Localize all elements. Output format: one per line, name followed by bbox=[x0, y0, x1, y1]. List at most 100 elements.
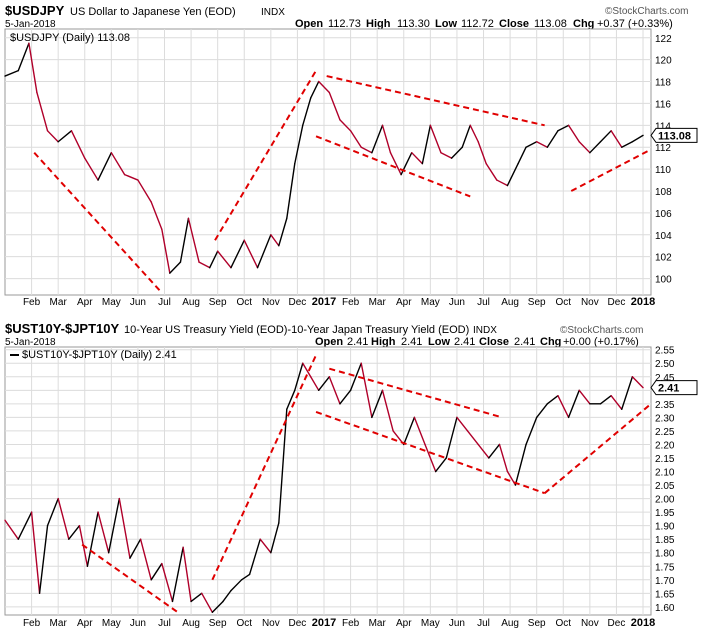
close-label: Close bbox=[499, 18, 529, 30]
series-segment bbox=[578, 389, 591, 405]
x-tick-label: Jul bbox=[477, 618, 490, 629]
series-segment bbox=[110, 151, 126, 176]
series-segment bbox=[411, 151, 424, 165]
chart-symbol: $USDJPY bbox=[5, 3, 65, 18]
y-tick-label: 1.60 bbox=[655, 603, 675, 614]
chart-exchange: INDX bbox=[261, 7, 285, 18]
series-segment bbox=[496, 179, 509, 187]
close-value: 2.41 bbox=[514, 336, 535, 348]
x-tick-label: Feb bbox=[342, 618, 360, 629]
series-segment bbox=[339, 389, 352, 405]
x-tick-label: Mar bbox=[50, 618, 68, 629]
series-segment bbox=[360, 146, 373, 154]
trendline bbox=[214, 70, 317, 241]
series-segment bbox=[129, 538, 142, 559]
series-segment bbox=[248, 538, 261, 576]
series-segment bbox=[631, 134, 644, 143]
x-tick-label: Feb bbox=[342, 297, 360, 308]
series-segment bbox=[477, 443, 490, 459]
series-segment bbox=[599, 395, 612, 405]
series-segment bbox=[389, 151, 402, 176]
series-segment bbox=[28, 42, 38, 94]
y-tick-label: 1.80 bbox=[655, 549, 675, 560]
series-segment bbox=[466, 430, 479, 446]
series-segment bbox=[201, 592, 214, 613]
series-segment bbox=[46, 497, 59, 527]
y-tick-label: 2.15 bbox=[655, 454, 675, 465]
x-tick-label: 2017 bbox=[312, 296, 336, 308]
y-tick-label: 2.30 bbox=[655, 413, 675, 424]
y-tick-label: 2.00 bbox=[655, 495, 675, 506]
series-segment bbox=[302, 97, 312, 127]
high-label: High bbox=[366, 18, 391, 30]
series-segment bbox=[461, 124, 471, 148]
series-segment bbox=[485, 162, 498, 181]
series-segment bbox=[17, 511, 33, 540]
panel-usdjpy: $USDJPY US Dollar to Japanese Yen (EOD) … bbox=[4, 3, 698, 308]
series-segment bbox=[70, 130, 86, 159]
watermark: ©StockCharts.com bbox=[605, 6, 689, 17]
x-tick-label: Nov bbox=[581, 297, 599, 308]
series-segment bbox=[514, 443, 527, 486]
chart-date: 5-Jan-2018 bbox=[5, 19, 56, 30]
series-segment bbox=[36, 91, 49, 132]
x-tick-label: Sep bbox=[528, 297, 546, 308]
y-tick-label: 116 bbox=[655, 99, 671, 110]
chart-exchange: INDX bbox=[473, 325, 497, 336]
x-tick-label: Aug bbox=[182, 297, 200, 308]
series-segment bbox=[208, 250, 219, 269]
series-segment bbox=[190, 592, 203, 603]
series-segment bbox=[371, 124, 384, 154]
low-value: 2.41 bbox=[454, 336, 475, 348]
series-segment bbox=[46, 130, 59, 143]
plot-area-yield-spread: 1.60 1.65 1.70 1.75 1.80 1.85 1.90 1.95 2.00 2.05… bbox=[4, 346, 698, 629]
series-segment bbox=[243, 239, 259, 269]
x-tick-label: Nov bbox=[262, 618, 280, 629]
series-segment bbox=[278, 408, 288, 524]
series-segment bbox=[567, 124, 580, 143]
series-segment bbox=[310, 376, 320, 392]
x-tick-label: May bbox=[421, 618, 440, 629]
series-segment bbox=[139, 538, 152, 581]
series-segment bbox=[4, 519, 19, 540]
series-segment bbox=[621, 141, 634, 148]
high-value: 2.41 bbox=[401, 336, 422, 348]
open-label: Open bbox=[295, 18, 323, 30]
series-segment bbox=[30, 511, 41, 595]
series-segment bbox=[610, 395, 623, 410]
series-segment bbox=[4, 69, 19, 77]
x-tick-label: Jul bbox=[158, 618, 171, 629]
x-tick-label: Jul bbox=[158, 297, 171, 308]
series-segment bbox=[38, 524, 49, 595]
y-tick-label: 122 bbox=[655, 34, 672, 45]
series-segment bbox=[286, 162, 296, 220]
plot-frame bbox=[4, 346, 652, 616]
x-tick-label: Aug bbox=[182, 618, 200, 629]
y-tick-label: 1.90 bbox=[655, 522, 675, 533]
series-segment bbox=[557, 395, 570, 419]
series-segment bbox=[349, 130, 362, 148]
trendline bbox=[315, 411, 545, 495]
series-segment bbox=[310, 80, 320, 99]
series-segment bbox=[230, 579, 243, 592]
y-tick-label: 1.75 bbox=[655, 562, 675, 573]
series-segment bbox=[68, 524, 81, 540]
plot-area-usdjpy: 100 102 104 106 108 110 112 114 116 118 120 122 Feb M… bbox=[4, 29, 698, 308]
series-segment bbox=[413, 416, 426, 446]
series-segment bbox=[317, 376, 331, 392]
series-segment bbox=[161, 228, 171, 274]
series-segment bbox=[525, 416, 538, 446]
x-tick-label: Jun bbox=[130, 618, 146, 629]
series-segment bbox=[222, 589, 232, 603]
chg-label: Chg bbox=[573, 18, 594, 30]
x-tick-label: Apr bbox=[77, 618, 93, 629]
series-segment bbox=[328, 91, 341, 121]
series-segment bbox=[270, 234, 280, 247]
x-tick-label: Mar bbox=[50, 297, 68, 308]
legend-yield-spread: $UST10Y-$JPT10Y (Daily) 2.41 bbox=[22, 349, 177, 361]
series-segment bbox=[424, 443, 437, 473]
plot-frame bbox=[4, 28, 652, 296]
x-tick-label: May bbox=[421, 297, 440, 308]
close-value: 113.08 bbox=[534, 18, 567, 30]
